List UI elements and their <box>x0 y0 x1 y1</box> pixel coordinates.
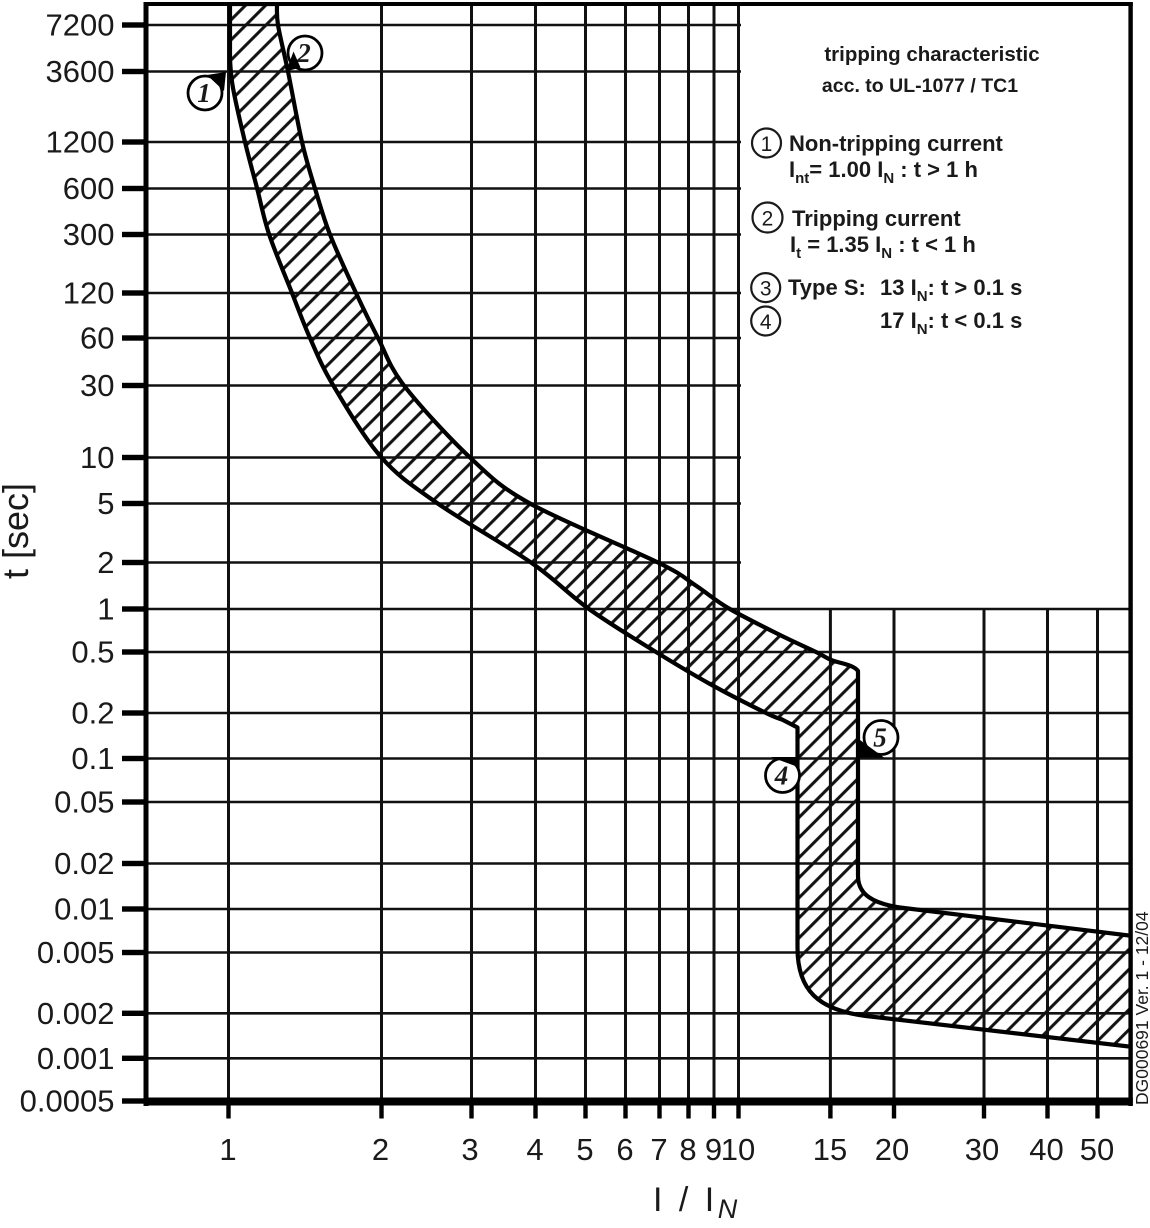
svg-text:tripping characteristic: tripping characteristic <box>824 43 1039 66</box>
svg-text:2: 2 <box>97 545 114 580</box>
svg-text:5: 5 <box>576 1132 593 1167</box>
svg-text:1: 1 <box>97 592 114 627</box>
svg-text:Tripping current: Tripping current <box>792 206 961 231</box>
svg-text:0.002: 0.002 <box>37 996 115 1031</box>
svg-text:30: 30 <box>80 368 114 403</box>
svg-text:5: 5 <box>873 723 887 753</box>
svg-text:40: 40 <box>1029 1132 1063 1167</box>
svg-text:1200: 1200 <box>46 125 115 160</box>
svg-text:0.01: 0.01 <box>54 892 114 927</box>
svg-text:15: 15 <box>813 1132 847 1167</box>
svg-text:2: 2 <box>372 1132 389 1167</box>
svg-text:Type S:: Type S: <box>788 275 866 300</box>
svg-text:5: 5 <box>97 486 114 521</box>
svg-text:Non-tripping current: Non-tripping current <box>789 131 1004 156</box>
svg-text:4: 4 <box>774 761 789 791</box>
svg-text:1: 1 <box>219 1132 236 1167</box>
svg-text:0.0005: 0.0005 <box>20 1084 115 1119</box>
svg-text:0.05: 0.05 <box>54 785 114 820</box>
svg-text:t [sec]: t [sec] <box>0 483 36 579</box>
svg-text:8: 8 <box>679 1132 696 1167</box>
svg-text:1: 1 <box>197 78 211 108</box>
svg-text:0.1: 0.1 <box>71 741 114 776</box>
svg-text:10: 10 <box>80 440 114 475</box>
svg-text:30: 30 <box>965 1132 999 1167</box>
svg-text:2: 2 <box>762 208 774 231</box>
svg-text:10: 10 <box>721 1132 755 1167</box>
svg-text:7: 7 <box>650 1132 667 1167</box>
svg-text:300: 300 <box>63 217 115 252</box>
svg-text:1: 1 <box>761 133 773 156</box>
svg-text:DG000691 Ver. 1 - 12/04: DG000691 Ver. 1 - 12/04 <box>1132 911 1150 1105</box>
svg-text:4: 4 <box>760 311 772 334</box>
svg-text:9: 9 <box>705 1132 722 1167</box>
svg-text:6: 6 <box>616 1132 633 1167</box>
svg-text:3: 3 <box>760 278 772 301</box>
svg-text:60: 60 <box>80 321 114 356</box>
svg-text:0.02: 0.02 <box>54 846 114 881</box>
svg-text:50: 50 <box>1080 1132 1114 1167</box>
svg-text:0.2: 0.2 <box>71 696 114 731</box>
svg-text:0.001: 0.001 <box>37 1041 115 1076</box>
svg-text:0.5: 0.5 <box>71 635 114 670</box>
svg-text:4: 4 <box>526 1132 543 1167</box>
svg-text:3600: 3600 <box>46 54 115 89</box>
svg-text:2: 2 <box>296 38 311 68</box>
svg-text:600: 600 <box>63 171 115 206</box>
svg-text:120: 120 <box>63 276 115 311</box>
svg-text:0.005: 0.005 <box>37 935 115 970</box>
svg-text:acc. to UL-1077 / TC1: acc. to UL-1077 / TC1 <box>822 75 1018 97</box>
svg-text:3: 3 <box>461 1132 478 1167</box>
svg-text:7200: 7200 <box>46 8 115 43</box>
svg-text:20: 20 <box>875 1132 909 1167</box>
